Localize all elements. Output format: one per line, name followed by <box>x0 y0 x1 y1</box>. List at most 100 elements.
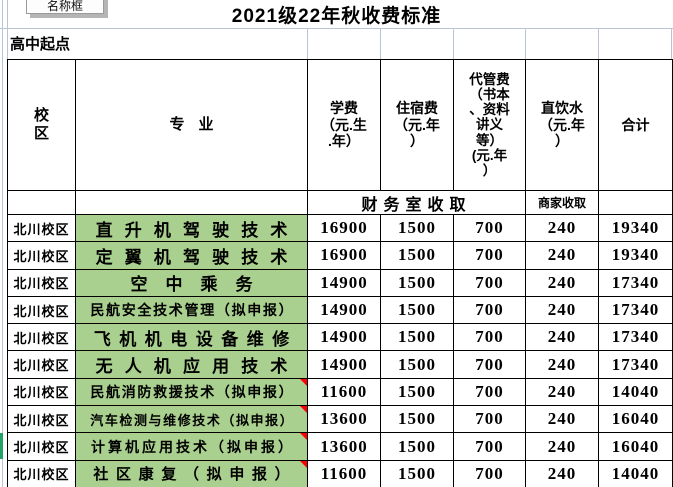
total-cell[interactable]: 14040 <box>599 460 673 487</box>
agency-fee-cell[interactable]: 700 <box>454 406 526 434</box>
major-label: 民航安全技术管理（拟申报） <box>90 302 295 319</box>
major-cell[interactable]: 汽车检测与维修技术（拟申报） <box>76 406 308 434</box>
gridline <box>0 28 673 29</box>
major-cell[interactable]: 社区康复（拟申报） <box>76 460 308 487</box>
tuition-cell[interactable]: 14900 <box>308 269 381 297</box>
campus-cell[interactable]: 北川校区 <box>8 406 76 434</box>
accommodation-cell[interactable]: 1500 <box>381 378 454 407</box>
accommodation-cell[interactable]: 1500 <box>381 296 454 325</box>
campus-cell[interactable]: 北川校区 <box>8 215 76 243</box>
accommodation-cell[interactable]: 1500 <box>381 351 454 379</box>
header-tuition[interactable]: 学费 （元.生 .年） <box>308 60 381 191</box>
major-cell[interactable]: 无人机应用技术 <box>76 351 308 379</box>
campus-cell[interactable]: 北川校区 <box>8 324 76 352</box>
collect-row-major-empty[interactable] <box>76 191 308 215</box>
water-cell[interactable]: 240 <box>526 433 599 461</box>
agency-fee-cell[interactable]: 700 <box>454 296 526 325</box>
header-agency-fee[interactable]: 代管费 （书本 、资料 讲义 等） (元.年 ） <box>454 60 526 191</box>
major-label: 社区康复（拟申报） <box>93 466 298 484</box>
total-cell[interactable]: 17340 <box>599 324 673 352</box>
campus-cell[interactable]: 北川校区 <box>8 296 76 325</box>
tuition-cell[interactable]: 11600 <box>308 378 381 407</box>
accommodation-cell[interactable]: 1500 <box>381 406 454 434</box>
campus-cell[interactable]: 北川校区 <box>8 460 76 487</box>
header-accommodation[interactable]: 住宿费 （元.年 ） <box>381 60 454 191</box>
tuition-cell[interactable]: 14900 <box>308 324 381 352</box>
title-cell[interactable]: 2021级22年秋收费标准 <box>231 6 442 27</box>
water-cell[interactable]: 240 <box>526 351 599 379</box>
total-cell[interactable]: 16040 <box>599 406 673 434</box>
selection-indicator <box>0 433 3 459</box>
tuition-cell[interactable]: 16900 <box>308 242 381 270</box>
campus-cell[interactable]: 北川校区 <box>8 433 76 461</box>
major-cell[interactable]: 飞机机电设备维修 <box>76 324 308 352</box>
accommodation-cell[interactable]: 1500 <box>381 324 454 352</box>
header-water[interactable]: 直饮水 （元.年 ） <box>526 60 599 191</box>
accommodation-cell[interactable]: 1500 <box>381 433 454 461</box>
agency-fee-cell[interactable]: 700 <box>454 351 526 379</box>
major-label: 定翼机驾驶技术 <box>95 247 300 267</box>
major-cell[interactable]: 空中乘务 <box>76 269 308 297</box>
tuition-cell[interactable]: 13600 <box>308 406 381 434</box>
total-cell[interactable]: 14040 <box>599 378 673 407</box>
total-cell[interactable]: 17340 <box>599 351 673 379</box>
gridline <box>598 28 599 59</box>
header-total[interactable]: 合计 <box>599 60 673 191</box>
gridline <box>2 0 3 487</box>
total-cell[interactable]: 17340 <box>599 296 673 325</box>
tuition-cell[interactable]: 14900 <box>308 296 381 325</box>
gridline <box>671 28 672 59</box>
water-cell[interactable]: 240 <box>526 215 599 243</box>
major-cell[interactable]: 直升机驾驶技术 <box>76 215 308 243</box>
agency-fee-cell[interactable]: 700 <box>454 460 526 487</box>
merchant-collect-cell[interactable]: 商家收取 <box>526 191 599 215</box>
total-cell[interactable]: 19340 <box>599 215 673 243</box>
major-cell[interactable]: 民航消防救援技术（拟申报） <box>76 378 308 407</box>
tuition-cell[interactable]: 14900 <box>308 351 381 379</box>
gridline <box>307 28 308 59</box>
agency-fee-cell[interactable]: 700 <box>454 269 526 297</box>
agency-fee-cell[interactable]: 700 <box>454 324 526 352</box>
campus-cell[interactable]: 北川校区 <box>8 378 76 407</box>
collect-row-campus-empty[interactable] <box>8 191 76 215</box>
total-cell[interactable]: 19340 <box>599 242 673 270</box>
campus-cell[interactable]: 北川校区 <box>8 269 76 297</box>
major-label: 空中乘务 <box>130 275 271 295</box>
accommodation-cell[interactable]: 1500 <box>381 269 454 297</box>
major-label: 民航消防救援技术（拟申报） <box>90 383 295 400</box>
campus-cell[interactable]: 北川校区 <box>8 351 76 379</box>
water-cell[interactable]: 240 <box>526 242 599 270</box>
major-cell[interactable]: 计算机应用技术（拟申报） <box>76 433 308 461</box>
major-label: 直升机驾驶技术 <box>95 220 300 240</box>
header-major[interactable]: 专业 <box>76 60 308 191</box>
major-cell[interactable]: 民航安全技术管理（拟申报） <box>76 296 308 325</box>
agency-fee-cell[interactable]: 700 <box>454 433 526 461</box>
water-cell[interactable]: 240 <box>526 269 599 297</box>
accommodation-cell[interactable]: 1500 <box>381 242 454 270</box>
header-campus[interactable]: 校区 <box>8 60 76 191</box>
agency-fee-cell[interactable]: 700 <box>454 378 526 407</box>
finance-office-collect-cell[interactable]: 财务室收取 <box>308 191 526 215</box>
water-cell[interactable]: 240 <box>526 324 599 352</box>
campus-cell[interactable]: 北川校区 <box>8 242 76 270</box>
name-box-tooltip: 名称框 <box>26 0 104 14</box>
water-cell[interactable]: 240 <box>526 296 599 325</box>
total-cell[interactable]: 16040 <box>599 433 673 461</box>
tuition-cell[interactable]: 11600 <box>308 460 381 487</box>
gridline <box>380 28 381 59</box>
collect-row-total-empty[interactable] <box>599 191 673 215</box>
section-cell[interactable]: 高中起点 <box>10 36 71 53</box>
fee-table: 校区 专业 学费 （元.生 .年） 住宿费 （元.年 ） 代管费 （书本 、资料… <box>7 59 673 487</box>
major-cell[interactable]: 定翼机驾驶技术 <box>76 242 308 270</box>
tuition-cell[interactable]: 16900 <box>308 215 381 243</box>
agency-fee-cell[interactable]: 700 <box>454 242 526 270</box>
total-cell[interactable]: 17340 <box>599 269 673 297</box>
agency-fee-cell[interactable]: 700 <box>454 215 526 243</box>
accommodation-cell[interactable]: 1500 <box>381 460 454 487</box>
name-box-tooltip-label: 名称框 <box>46 0 83 13</box>
water-cell[interactable]: 240 <box>526 406 599 434</box>
water-cell[interactable]: 240 <box>526 378 599 407</box>
water-cell[interactable]: 240 <box>526 460 599 487</box>
accommodation-cell[interactable]: 1500 <box>381 215 454 243</box>
tuition-cell[interactable]: 13600 <box>308 433 381 461</box>
